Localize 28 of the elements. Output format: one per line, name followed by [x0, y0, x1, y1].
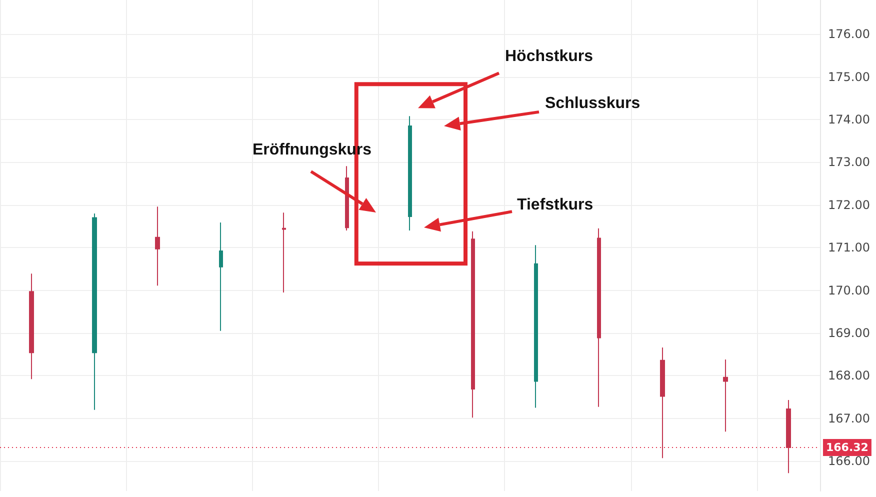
candlestick: [155, 206, 160, 286]
y-tick-label: 168.00: [828, 368, 870, 383]
candlestick: [345, 166, 349, 232]
y-tick-label: 171.00: [828, 240, 870, 255]
candlestick: [282, 212, 286, 293]
candlestick: [219, 222, 223, 332]
y-tick-label: 166.00: [828, 454, 870, 468]
candlestick: [534, 244, 538, 408]
y-tick-label: 175.00: [828, 70, 870, 84]
candlestick: [92, 212, 97, 410]
y-tick-label: 170.00: [828, 283, 870, 298]
y-tick-label: 174.00: [828, 112, 870, 127]
candlestick: [723, 358, 728, 432]
candlestick: [597, 228, 601, 408]
y-tick-label: 172.00: [828, 198, 870, 212]
ref-line-label: 166.32: [826, 440, 868, 454]
candlestick: [408, 116, 412, 232]
candlestick: [29, 273, 34, 380]
y-tick-label: 167.00: [828, 411, 870, 426]
annotation: Schlusskurs: [545, 94, 640, 112]
candlestick: [786, 400, 791, 474]
annotation: Höchstkurs: [505, 48, 594, 66]
y-tick-label: 169.00: [828, 326, 870, 340]
annotation: Tiefstkurs: [517, 196, 594, 214]
candlestick: [660, 347, 665, 459]
candlestick: [471, 230, 475, 418]
y-tick-label: 173.00: [828, 155, 870, 170]
y-tick-label: 176.00: [828, 27, 870, 42]
